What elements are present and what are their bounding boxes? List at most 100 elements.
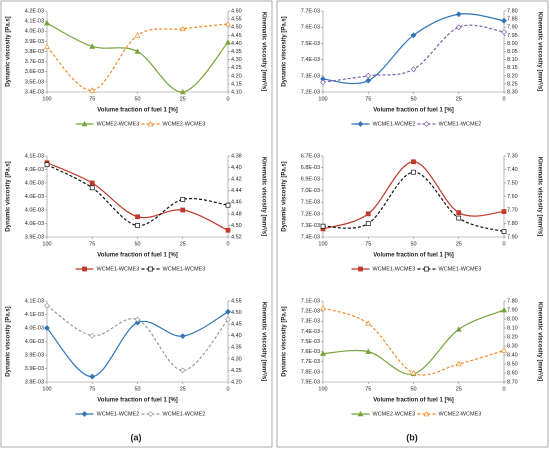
marker: [89, 185, 95, 191]
chart: 3.8E-03 3.9E-03 3.9E-03 4.0E-03 4.0E-03 4.1E-…: [6, 298, 268, 417]
y-tick-label: 3.8E-03: [25, 379, 44, 385]
marker: [135, 223, 140, 228]
chart: 3.9E-03 4.0E-03 4.0E-03 4.0E-03 4.0E-03 4.0E-…: [6, 153, 268, 272]
legend-label: WCME1-WCME3: [163, 266, 206, 272]
y2-tick-label: 4.25: [231, 368, 242, 374]
y2-tick-label: 8.10: [507, 57, 518, 63]
marker: [89, 43, 96, 49]
y2-tick-label: 8.25: [507, 81, 518, 87]
y-tick-label: 3.4E-03: [25, 89, 44, 95]
x-tick-label: 0: [226, 96, 229, 102]
y-tick-label: 6.7E-03: [301, 153, 320, 159]
y2-tick-label: 8.10: [507, 325, 518, 331]
legend-label: WCME1-WCME3: [439, 266, 482, 272]
marker: [411, 159, 416, 165]
legend-label: WCME1-WCME2: [163, 411, 206, 417]
y2-tick-label: 4.60: [231, 8, 242, 14]
marker: [44, 325, 50, 331]
y-tick-label: 7.2E-03: [301, 89, 320, 95]
x-tick-label: 25: [180, 386, 186, 392]
y2-tick-label: 7.40: [507, 167, 518, 173]
marker: [44, 162, 50, 168]
panel-label: (a): [131, 432, 142, 442]
chart: 3.4E-03 3.5E-03 3.6E-03 3.7E-03 3.8E-03 3.9E-…: [6, 8, 268, 127]
y2-tick-label: 8.30: [507, 89, 518, 95]
x-tick-label: 50: [134, 386, 140, 392]
series-line: [322, 13, 505, 85]
y2-tick-label: 8.40: [507, 352, 518, 358]
y-tick-label: 7.3E-03: [301, 223, 320, 229]
marker: [89, 373, 96, 380]
marker: [357, 121, 364, 127]
y-tick-label: 4.0E-03: [25, 339, 44, 345]
panel-frame: [0, 0, 273, 448]
y-tick-label: 7.1E-03: [301, 298, 320, 304]
marker: [501, 29, 507, 35]
marker: [365, 320, 372, 326]
y-tick-label: 3.6E-03: [25, 69, 44, 75]
marker: [147, 120, 154, 127]
y2-tick-label: 4.55: [231, 298, 242, 304]
marker: [320, 350, 326, 356]
y-tick-label: 4.0E-03: [25, 194, 44, 200]
y2-axis-label: Kinematic viscosity [mm²/s]: [260, 157, 267, 236]
y2-axis-label: Kinematic viscosity [mm²/s]: [536, 157, 543, 236]
y-tick-label: 4.1E-03: [25, 312, 44, 318]
y2-tick-label: 8.00: [507, 41, 518, 47]
y2-tick-label: 4.30: [231, 57, 242, 63]
y-tick-label: 7.4E-03: [301, 57, 320, 63]
y-axis-label: Dynamic viscosity [Pa.s]: [282, 161, 288, 231]
marker: [134, 48, 141, 54]
marker: [147, 411, 154, 417]
y-tick-label: 7.7E-03: [301, 359, 320, 365]
y-tick-label: 7.7E-03: [301, 8, 320, 14]
y-axis-label: Dynamic viscosity [Pa.s]: [282, 306, 288, 376]
marker: [320, 223, 326, 229]
x-tick-label: 100: [42, 96, 51, 102]
series-line: [46, 162, 229, 231]
marker: [365, 211, 371, 217]
marker: [365, 348, 372, 354]
x-tick-label: 50: [410, 386, 416, 392]
y-tick-label: 4.1E-03: [25, 153, 44, 159]
x-tick-label: 25: [180, 241, 186, 247]
y2-tick-label: 7.90: [507, 234, 518, 240]
legend-label: WCME2-WCME3: [163, 121, 206, 127]
y2-tick-label: 4.15: [231, 81, 242, 87]
y-tick-label: 7.8E-03: [301, 369, 320, 375]
marker: [89, 332, 96, 339]
y2-tick-label: 4.45: [231, 322, 242, 328]
marker: [456, 210, 462, 216]
y2-tick-label: 4.38: [231, 153, 242, 159]
y2-tick-label: 8.00: [507, 316, 518, 322]
y-tick-label: 7.2E-03: [301, 211, 320, 217]
y2-tick-label: 4.50: [231, 223, 242, 229]
marker: [501, 347, 507, 353]
y2-tick-label: 7.30: [507, 153, 518, 159]
marker: [320, 79, 326, 86]
y2-tick-label: 8.05: [507, 49, 518, 55]
y2-tick-label: 4.55: [231, 17, 242, 23]
y-tick-label: 7.5E-03: [301, 41, 320, 47]
marker: [501, 17, 507, 24]
marker: [225, 39, 231, 45]
marker: [134, 319, 141, 326]
x-tick-label: 50: [134, 241, 140, 247]
marker: [225, 316, 231, 323]
y2-tick-label: 4.40: [231, 165, 242, 171]
marker: [81, 120, 88, 127]
y-tick-label: 4.0E-03: [25, 29, 44, 35]
marker: [135, 214, 140, 220]
marker: [180, 207, 186, 213]
marker: [44, 302, 50, 309]
marker: [455, 360, 462, 367]
y2-axis-label: Kinematic viscosity [mm²/s]: [536, 302, 543, 381]
x-tick-label: 75: [89, 386, 95, 392]
marker: [424, 266, 429, 272]
x-tick-label: 75: [365, 241, 371, 247]
y-tick-label: 3.9E-03: [25, 39, 44, 45]
y2-tick-label: 7.60: [507, 194, 518, 200]
x-tick-label: 0: [502, 241, 505, 247]
x-tick-label: 25: [456, 241, 462, 247]
